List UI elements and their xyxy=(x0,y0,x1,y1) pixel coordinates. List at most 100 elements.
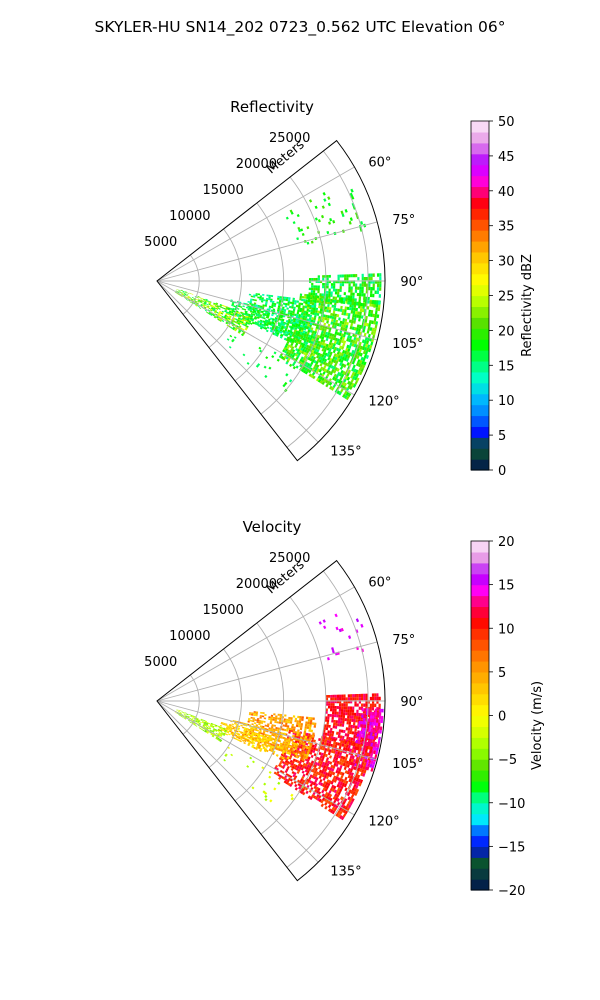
field-gate xyxy=(215,307,219,310)
field-gate xyxy=(296,313,299,317)
field-gate xyxy=(314,762,318,766)
field-gate xyxy=(263,317,266,320)
field-gate xyxy=(262,790,266,794)
field-gate xyxy=(346,306,350,311)
field-gate xyxy=(274,318,278,322)
field-gate xyxy=(353,715,357,720)
field-gate xyxy=(377,722,381,727)
field-gate xyxy=(265,745,269,748)
field-gate xyxy=(219,305,222,308)
field-gate xyxy=(287,311,291,315)
field-gate xyxy=(338,745,342,750)
field-gate xyxy=(336,368,340,372)
field-gate xyxy=(329,357,333,362)
field-gate xyxy=(313,739,316,743)
field-gate xyxy=(342,318,346,322)
field-gate xyxy=(337,723,340,727)
field-gate xyxy=(287,721,291,724)
field-gate xyxy=(283,762,287,765)
field-gate xyxy=(355,373,360,378)
field-gate xyxy=(249,309,253,312)
field-gate xyxy=(356,697,359,701)
azimuth-spoke xyxy=(156,280,355,396)
field-gate xyxy=(357,750,361,755)
field-gate xyxy=(327,657,330,661)
field-gate xyxy=(317,318,321,322)
field-gate xyxy=(279,296,282,299)
field-gate xyxy=(227,727,231,730)
field-gate xyxy=(360,772,364,777)
field-gate xyxy=(330,294,333,297)
field-gate xyxy=(276,332,280,335)
field-gate xyxy=(222,727,226,730)
field-gate xyxy=(328,743,331,747)
field-gate xyxy=(241,314,244,318)
field-gate xyxy=(331,810,336,815)
field-gate xyxy=(238,304,241,306)
field-gate xyxy=(181,714,184,716)
field-gate xyxy=(326,779,330,783)
field-gate xyxy=(180,291,183,293)
field-gate xyxy=(298,334,302,338)
field-gate xyxy=(225,308,228,311)
field-gate xyxy=(275,334,279,337)
field-gate xyxy=(219,730,223,732)
field-gate xyxy=(362,302,365,307)
field-gate xyxy=(347,800,352,805)
field-gate xyxy=(204,301,207,304)
field-gate xyxy=(207,300,210,302)
field-gate xyxy=(339,283,342,287)
field-gate xyxy=(367,312,371,317)
field-gate xyxy=(299,297,302,301)
field-gate xyxy=(264,714,267,716)
field-gate xyxy=(264,791,268,795)
field-gate xyxy=(328,293,331,297)
field-gate xyxy=(251,739,254,742)
azimuth-spoke xyxy=(156,700,319,863)
field-gate xyxy=(313,333,317,337)
field-gate xyxy=(331,711,335,715)
field-gate xyxy=(319,782,324,787)
field-gate xyxy=(321,327,325,332)
field-gate xyxy=(237,305,241,308)
field-gate xyxy=(321,783,326,788)
field-gate xyxy=(283,355,287,359)
field-gate xyxy=(217,729,221,731)
field-gate xyxy=(347,715,350,719)
field-gate xyxy=(343,312,347,316)
field-gate xyxy=(284,350,288,354)
field-gate xyxy=(279,774,283,778)
field-gate xyxy=(194,720,198,723)
field-gate xyxy=(216,307,219,309)
field-gate xyxy=(268,727,271,730)
field-gate xyxy=(319,366,324,371)
field-gate xyxy=(217,314,220,317)
field-gate xyxy=(296,351,300,355)
field-gate xyxy=(213,307,217,309)
field-gate xyxy=(197,300,200,303)
field-gate xyxy=(332,744,336,748)
field-gate xyxy=(196,718,199,720)
field-gate xyxy=(210,732,214,735)
field-gate xyxy=(351,371,356,376)
field-gate xyxy=(313,285,316,288)
field-gate xyxy=(262,731,266,734)
field-gate xyxy=(366,752,370,757)
field-gate xyxy=(377,307,381,312)
field-gate xyxy=(206,301,210,303)
field-gate xyxy=(273,724,277,727)
field-gate xyxy=(354,376,358,381)
field-gate xyxy=(363,717,366,722)
field-gate xyxy=(316,300,320,303)
field-gate xyxy=(269,746,273,750)
field-gate xyxy=(306,746,309,750)
field-gate xyxy=(266,321,270,325)
field-gate xyxy=(191,718,194,721)
field-gate xyxy=(320,746,324,750)
field-gate xyxy=(285,768,289,772)
field-gate xyxy=(288,379,293,383)
field-gate xyxy=(323,198,327,202)
field-gate xyxy=(313,360,317,364)
field-gate xyxy=(372,273,375,277)
field-gate xyxy=(314,342,318,346)
